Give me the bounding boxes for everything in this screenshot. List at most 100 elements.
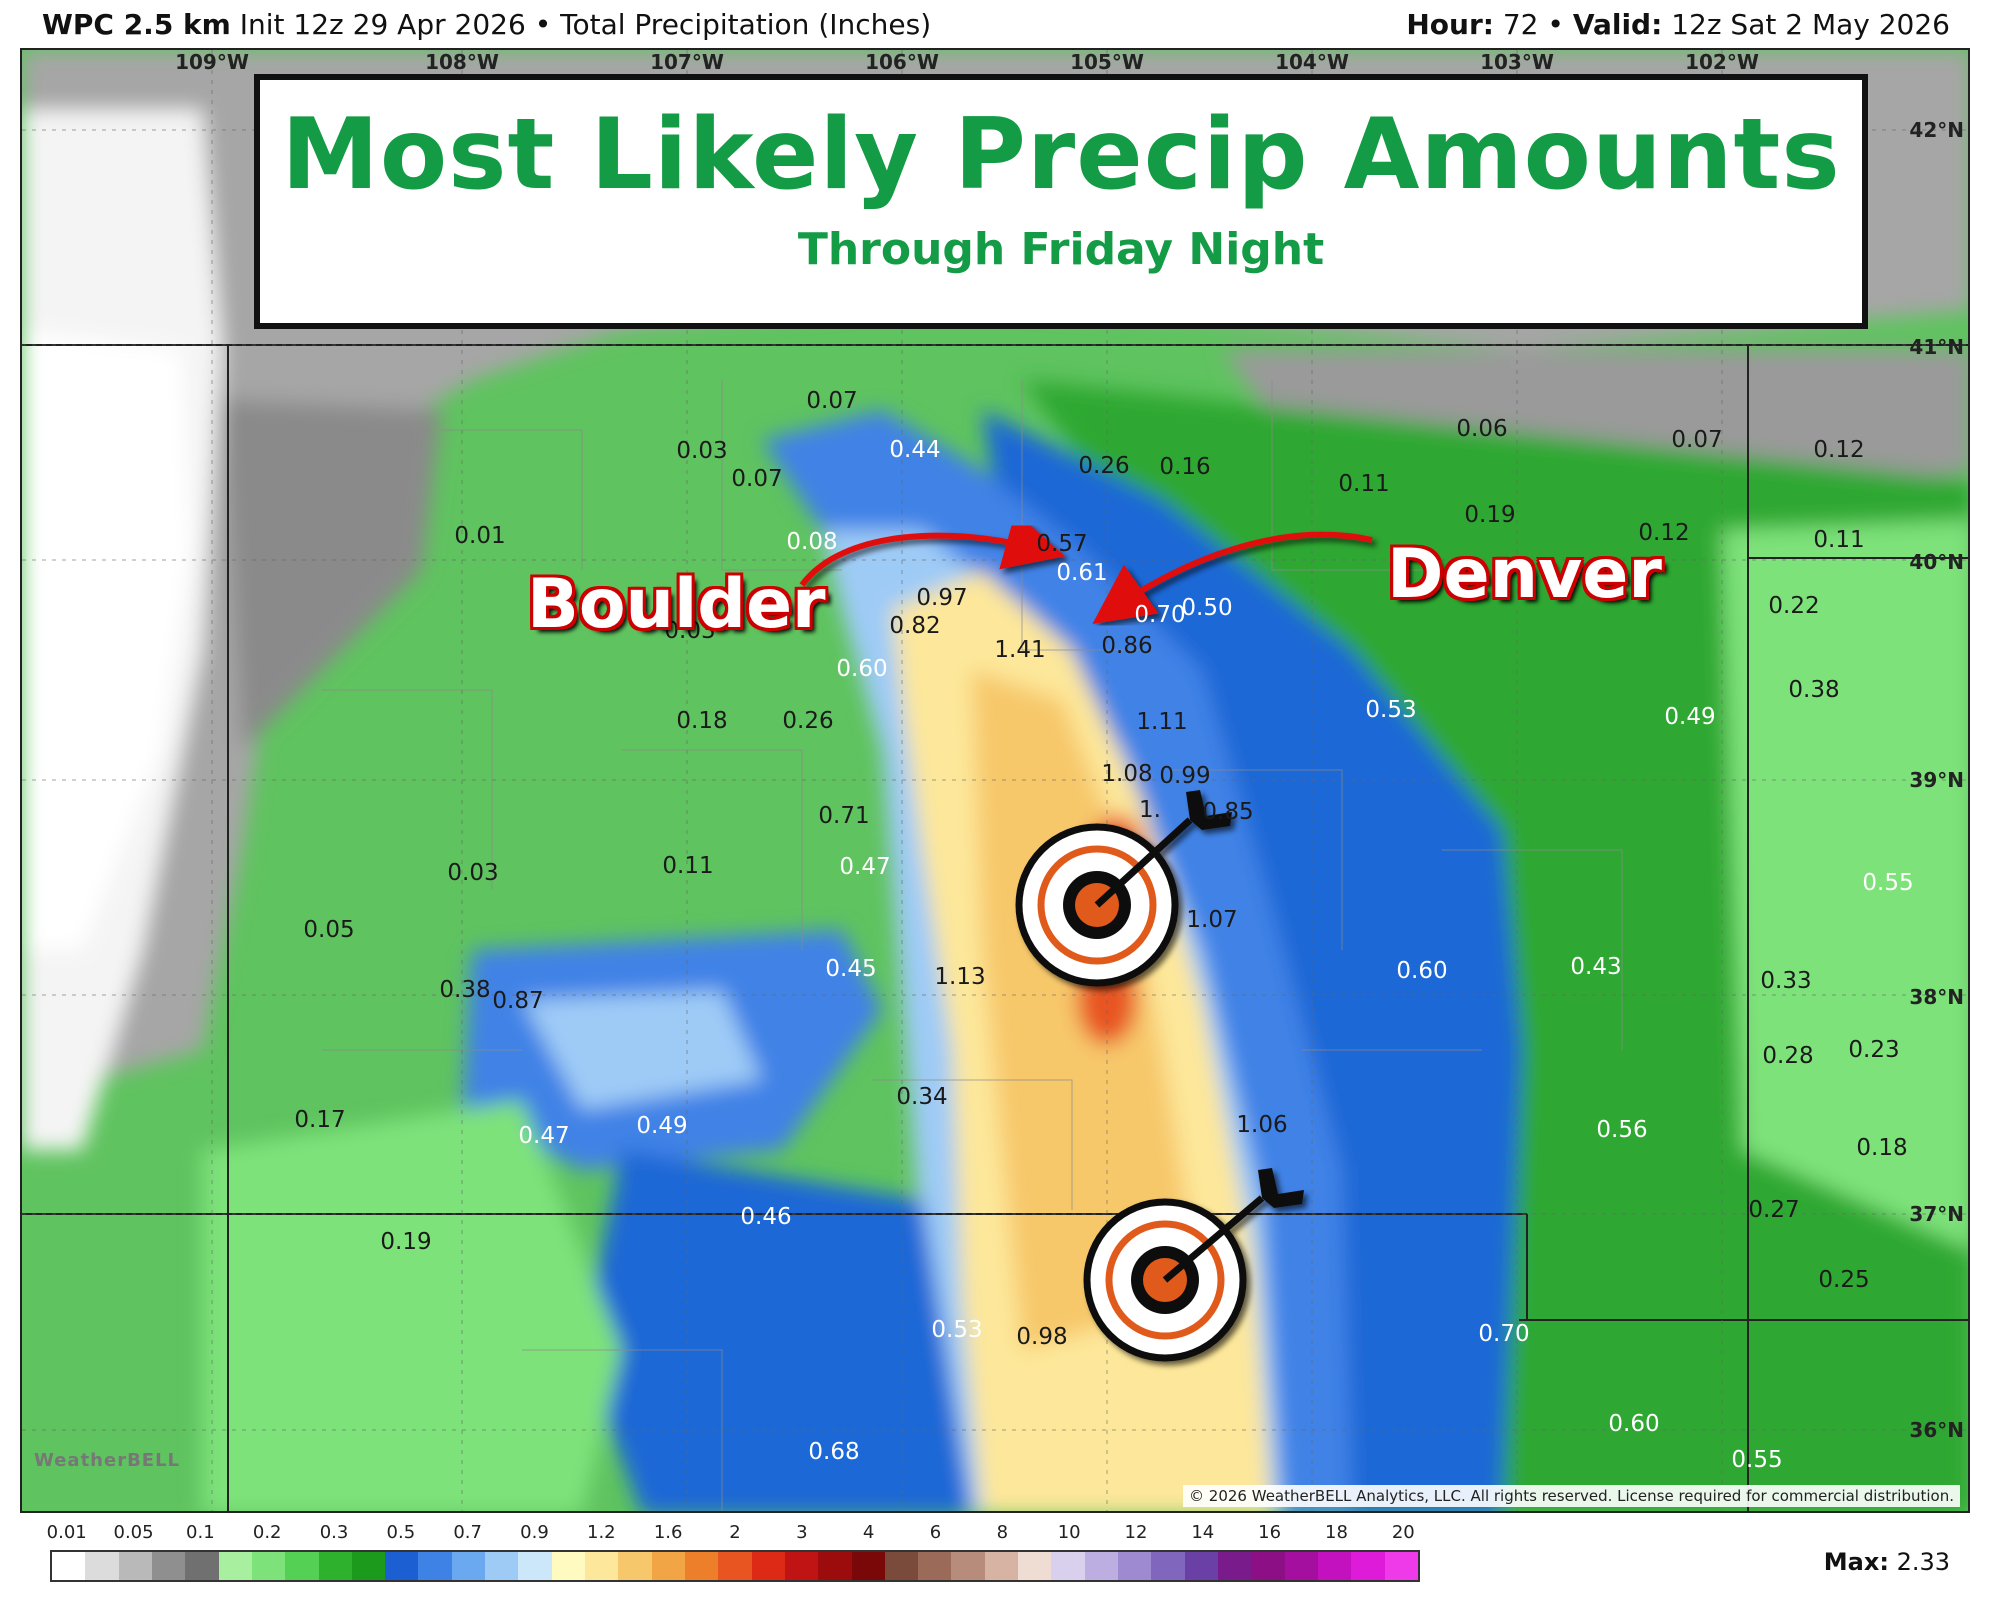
legend-tick-label: 12 [1124,1522,1148,1543]
precip-value: 0.03 [447,860,499,886]
legend-swatch [451,1552,486,1580]
legend-swatch [918,1552,952,1580]
precip-value: 0.49 [1664,704,1716,730]
precip-value: 0.26 [1078,453,1130,479]
precip-value: 0.49 [636,1113,688,1139]
precip-map[interactable]: 109°W 108°W 107°W 106°W 105°W 104°W 103°… [20,48,1970,1513]
precip-value: 0.22 [1768,593,1820,619]
max-value: 2.33 [1896,1548,1950,1576]
valid-value: 12z Sat 2 May 2026 [1671,8,1950,41]
target-icon [1083,1168,1304,1362]
legend-swatch [1317,1552,1352,1580]
precip-value: 0.18 [676,708,728,734]
legend-tick-label: 1.6 [653,1522,683,1543]
precip-value: 0.25 [1818,1267,1870,1293]
legend-swatch [618,1552,652,1580]
legend-swatch [251,1552,286,1580]
title-box: Most Likely Precip Amounts Through Frida… [254,74,1868,329]
lon-label: 106°W [865,50,939,74]
precip-value: 0.03 [664,618,716,644]
precip-value: 0.16 [1159,454,1211,480]
legend-swatch [684,1552,719,1580]
precip-value: 0.46 [740,1204,792,1230]
precip-value: 0.18 [1856,1135,1908,1161]
precip-value: 0.87 [492,988,544,1014]
legend-swatch [1251,1552,1285,1580]
legend-ticks: 0.01 0.05 0.1 0.2 0.3 0.5 0.7 0.9 1.2 1.6 2 3 4 6 8 10 1… [47,1518,1420,1544]
precip-value: 0.19 [1464,502,1516,528]
precip-value: 0.17 [294,1107,346,1133]
precip-value: 0.38 [439,977,491,1003]
lat-label: 37°N [1909,1202,1964,1226]
lat-label: 41°N [1909,335,1964,359]
legend-swatch [551,1552,585,1580]
precip-value: 0.34 [896,1084,948,1110]
legend-swatch [884,1552,919,1580]
precip-value: 0.86 [1101,633,1153,659]
max-readout: Max: 2.33 [1824,1548,1950,1576]
legend-tick-label: 18 [1325,1522,1348,1543]
precip-value: 0.55 [1731,1447,1783,1473]
precip-value: 0.57 [1036,531,1088,557]
precip-value: 0.28 [1762,1043,1814,1069]
precip-value: 0.01 [454,523,506,549]
color-legend: 0.01 0.05 0.1 0.2 0.3 0.5 0.7 0.9 1.2 1.6 2 3 4 6 8 10 1… [47,1518,1420,1596]
precip-value: 1.08 [1101,761,1153,787]
legend-swatch [85,1552,119,1580]
legend-tick-label: 20 [1391,1522,1415,1543]
legend-swatch [318,1552,352,1580]
precip-value: 0.06 [1456,416,1508,442]
precip-value: 0.08 [786,529,838,555]
legend-swatch [1184,1552,1218,1580]
precip-value: 0.53 [931,1317,983,1343]
hour-value: 72 [1502,8,1539,41]
legend-swatch [1118,1552,1152,1580]
lat-label: 38°N [1909,985,1964,1009]
precip-value: 0.60 [1608,1411,1660,1437]
legend-swatch [1384,1552,1418,1580]
copyright-notice: © 2026 WeatherBELL Analytics, LLC. All r… [1183,1485,1960,1507]
legend-tick-label: 8 [996,1522,1009,1543]
precip-value: 1.11 [1136,709,1188,735]
precip-value: 0.53 [1365,697,1417,723]
precip-value: 0.85 [1202,799,1254,825]
legend-swatch [151,1552,186,1580]
legend-tick-label: 10 [1057,1522,1081,1543]
precip-value: 0.19 [380,1229,432,1255]
lon-label: 108°W [425,50,499,74]
precip-value: 0.33 [1760,968,1812,994]
model-name: WPC 2.5 km [42,8,231,41]
legend-tick-label: 0.05 [113,1522,154,1543]
precip-value: 0.27 [1748,1197,1800,1223]
lon-label: 102°W [1685,50,1759,74]
max-label: Max: [1823,1548,1889,1576]
legend-swatch [351,1552,386,1580]
precip-value: 0.07 [1671,427,1723,453]
legend-swatch [1018,1552,1052,1580]
precip-value: 0.12 [1813,437,1865,463]
legend-swatch [218,1552,252,1580]
legend-tick-label: 0.2 [252,1522,282,1543]
legend-tick-label: 14 [1191,1522,1215,1543]
legend-swatch [1284,1552,1318,1580]
header-bar: WPC 2.5 km Init 12z 29 Apr 2026 • Total … [0,0,1990,46]
precip-value: 1.13 [934,964,986,990]
precip-value: 0.56 [1596,1117,1648,1143]
legend-swatch [984,1552,1019,1580]
precip-value: 0.68 [808,1439,860,1465]
weatherbell-logo: WeatherBELL [34,1450,181,1471]
legend-swatch [784,1552,819,1580]
legend-tick-label: 0.7 [453,1522,482,1543]
precip-value: 0.98 [1016,1324,1068,1350]
legend-tick-label: 4 [862,1522,875,1543]
precip-value: 1. [1139,797,1161,823]
precip-value: 0.07 [731,466,783,492]
precip-value: 0.45 [825,956,877,982]
city-label-denver: Denver [1387,535,1662,614]
legend-tick-label: 6 [929,1522,942,1543]
legend-swatch [1084,1552,1118,1580]
legend-swatch [951,1552,985,1580]
legend-swatch [1217,1552,1252,1580]
precip-value: 0.99 [1159,763,1211,789]
precip-value: 0.11 [662,853,714,879]
